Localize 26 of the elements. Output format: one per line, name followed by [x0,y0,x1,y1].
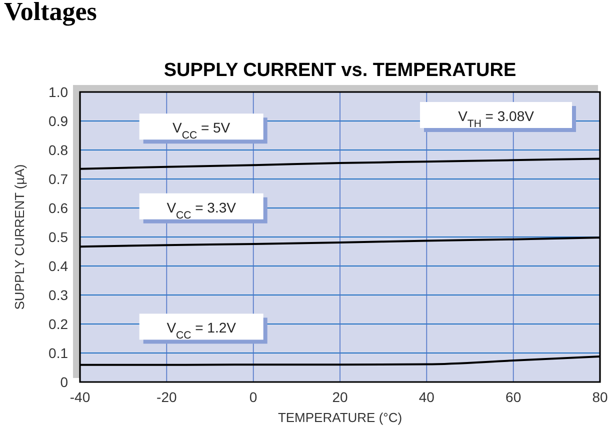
text: Voltages [4,0,97,26]
annotation: V$_{TH}$ = 3.08V [458,108,535,130]
y-tick-label: 0.8 [48,142,68,158]
y-tick-label: 0.5 [48,229,68,245]
y-tick-label: 0.3 [48,287,68,303]
y-tick-label: 0.4 [48,258,68,274]
series-label: V$_{CC}$ = 1.2V [166,320,237,342]
chart-title: SUPPLY CURRENT vs. TEMPERATURE [164,60,516,81]
x-tick-label: 80 [592,389,608,405]
y-tick-label: 0.2 [48,316,68,332]
y-tick-label: 0.9 [48,113,68,129]
y-tick-label: 0 [60,374,68,390]
x-tick-label: -40 [70,389,90,405]
x-tick-label: -20 [156,389,177,405]
y-tick-label: 0.7 [48,171,68,187]
x-axis-title: TEMPERATURE (°C) [278,410,402,425]
y-tick-label: 1.0 [48,84,68,100]
series-label: V$_{CC}$ = 3.3V [166,199,237,222]
y-tick-label: 0.1 [48,345,68,361]
x-tick-label: 60 [506,389,522,405]
x-tick-label: 0 [249,389,258,405]
x-tick-label: 20 [332,389,348,405]
y-axis-title: SUPPLY CURRENT (µA) [12,164,27,310]
series-label: V$_{CC}$ = 5V [172,120,231,142]
x-tick-label: 40 [418,389,435,405]
y-tick-label: 0.6 [48,200,68,216]
